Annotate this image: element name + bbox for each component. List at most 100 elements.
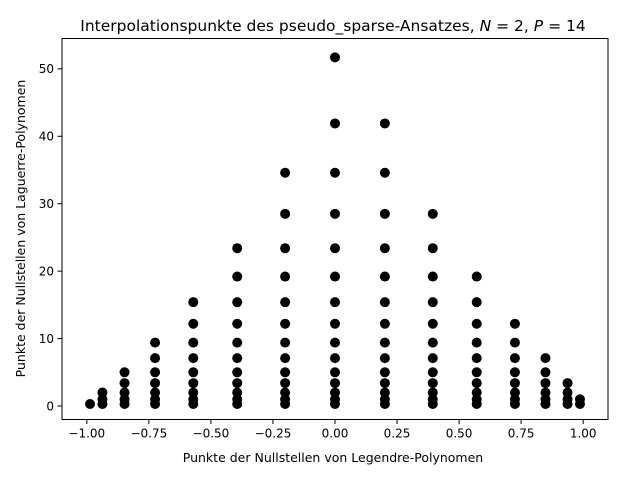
data-point bbox=[379, 297, 390, 308]
data-point bbox=[379, 367, 390, 378]
x-tick-label: 0.25 bbox=[384, 427, 411, 441]
chart-title: Interpolationspunkte des pseudo_sparse-A… bbox=[80, 17, 585, 36]
data-point bbox=[85, 398, 96, 409]
data-point bbox=[540, 378, 551, 389]
y-tick-label: 40 bbox=[39, 130, 54, 144]
data-point bbox=[379, 208, 390, 219]
data-point bbox=[330, 387, 340, 398]
x-tick-label: 1.00 bbox=[570, 427, 597, 441]
data-point bbox=[330, 118, 340, 129]
x-tick-label: 0.75 bbox=[508, 427, 535, 441]
x-tick-label: 0.00 bbox=[322, 427, 349, 441]
data-point bbox=[280, 387, 291, 398]
data-point bbox=[427, 208, 438, 219]
data-point bbox=[150, 387, 161, 398]
data-points bbox=[85, 52, 585, 409]
data-point bbox=[188, 337, 199, 348]
data-point bbox=[471, 297, 482, 308]
data-point bbox=[471, 353, 482, 364]
data-point bbox=[562, 378, 573, 389]
data-point bbox=[509, 337, 520, 348]
y-axis-ticks: 0 10 20 30 40 50 bbox=[39, 62, 62, 413]
data-point bbox=[188, 297, 199, 308]
plot-area-frame bbox=[61, 38, 609, 420]
data-point bbox=[280, 208, 291, 219]
data-point bbox=[427, 353, 438, 364]
data-point bbox=[471, 387, 482, 398]
data-point bbox=[427, 378, 438, 389]
data-point bbox=[280, 337, 291, 348]
data-point bbox=[509, 367, 520, 378]
data-point bbox=[471, 367, 482, 378]
data-point bbox=[540, 353, 551, 364]
y-tick-label: 10 bbox=[39, 332, 54, 346]
data-point bbox=[471, 271, 482, 282]
data-point bbox=[540, 387, 551, 398]
data-point bbox=[509, 353, 520, 364]
data-point bbox=[379, 387, 390, 398]
data-point bbox=[379, 118, 390, 129]
data-point bbox=[150, 367, 161, 378]
data-point bbox=[232, 353, 243, 364]
data-point bbox=[232, 367, 243, 378]
data-point bbox=[232, 243, 243, 254]
data-point bbox=[188, 318, 199, 329]
x-tick-label: −0.50 bbox=[193, 427, 230, 441]
data-point bbox=[119, 387, 130, 398]
data-point bbox=[427, 243, 438, 254]
data-point bbox=[280, 271, 291, 282]
x-axis-label: Punkte der Nullstellen von Legendre-Poly… bbox=[183, 450, 483, 465]
data-point bbox=[330, 337, 340, 348]
data-point bbox=[232, 318, 243, 329]
data-point bbox=[232, 378, 243, 389]
data-point bbox=[509, 378, 520, 389]
data-point bbox=[188, 387, 199, 398]
data-point bbox=[574, 394, 585, 405]
data-point bbox=[119, 378, 130, 389]
data-point bbox=[330, 52, 340, 63]
data-point bbox=[188, 353, 199, 364]
data-point bbox=[509, 387, 520, 398]
y-tick-label: 20 bbox=[39, 264, 54, 278]
data-point bbox=[379, 353, 390, 364]
data-point bbox=[150, 353, 161, 364]
data-point bbox=[330, 297, 340, 308]
data-point bbox=[471, 337, 482, 348]
data-point bbox=[471, 378, 482, 389]
data-point bbox=[280, 243, 291, 254]
data-point bbox=[379, 318, 390, 329]
data-point bbox=[330, 378, 340, 389]
data-point bbox=[330, 243, 340, 254]
data-point bbox=[330, 318, 340, 329]
data-point bbox=[280, 167, 291, 178]
data-point bbox=[232, 271, 243, 282]
data-point bbox=[330, 367, 340, 378]
data-point bbox=[562, 387, 573, 398]
data-point bbox=[150, 378, 161, 389]
data-point bbox=[119, 367, 130, 378]
x-tick-label: −0.25 bbox=[255, 427, 292, 441]
data-point bbox=[330, 167, 340, 178]
data-point bbox=[379, 271, 390, 282]
data-point bbox=[427, 337, 438, 348]
y-tick-label: 30 bbox=[39, 197, 54, 211]
x-tick-label: −1.00 bbox=[68, 427, 105, 441]
data-point bbox=[540, 367, 551, 378]
data-point bbox=[427, 387, 438, 398]
x-tick-label: 0.50 bbox=[446, 427, 473, 441]
data-point bbox=[280, 378, 291, 389]
data-point bbox=[427, 271, 438, 282]
data-point bbox=[330, 353, 340, 364]
data-point bbox=[280, 318, 291, 329]
data-point bbox=[379, 378, 390, 389]
data-point bbox=[188, 367, 199, 378]
data-point bbox=[509, 318, 520, 329]
x-tick-label: −0.75 bbox=[130, 427, 167, 441]
y-tick-label: 50 bbox=[39, 62, 54, 76]
data-point bbox=[150, 337, 161, 348]
y-tick-label: 0 bbox=[46, 399, 54, 413]
data-point bbox=[330, 208, 340, 219]
data-point bbox=[280, 367, 291, 378]
data-point bbox=[427, 318, 438, 329]
data-point bbox=[471, 318, 482, 329]
